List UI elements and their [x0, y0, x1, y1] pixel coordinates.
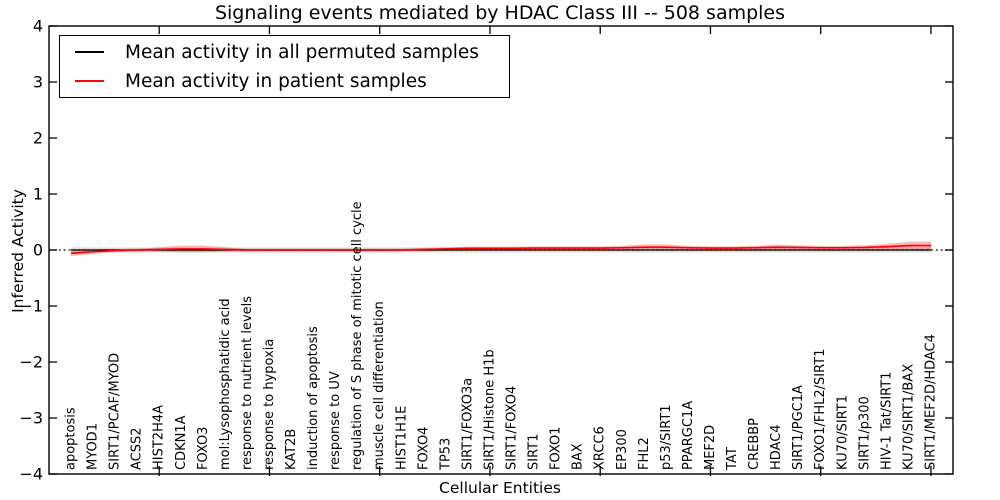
x-tick-label: SIRT1/p300 — [857, 396, 872, 470]
legend-label: Mean activity in patient samples — [125, 70, 427, 92]
x-tick-label: FOXO1/FHL2/SIRT1 — [813, 349, 828, 470]
patient-mean-line — [70, 244, 931, 255]
y-tick-label: −1 — [19, 297, 43, 316]
x-tick-label: KU70/SIRT1/BAX — [901, 364, 916, 470]
y-tick-label: −4 — [19, 465, 43, 484]
x-tick-label: HIST2H4A — [152, 405, 167, 470]
y-tick-label: 0 — [33, 241, 43, 260]
x-tick-label: muscle cell differentiation — [372, 301, 387, 470]
x-tick-label: FOXO3 — [196, 427, 211, 470]
x-tick-label: regulation of S phase of mitotic cell cy… — [350, 201, 365, 470]
y-tick-label: 4 — [33, 17, 43, 36]
y-tick-label: 3 — [33, 73, 43, 92]
chart-title: Signaling events mediated by HDAC Class … — [214, 2, 786, 24]
x-tick-label: MEF2D — [703, 425, 718, 470]
legend-entry-permuted: Mean activity in all permuted samples — [60, 41, 509, 63]
x-tick-label: mol:Lysophosphatidic acid — [218, 298, 233, 470]
legend-entry-patient: Mean activity in patient samples — [60, 70, 509, 92]
y-tick-label: 1 — [33, 185, 43, 204]
permuted-line-swatch — [75, 51, 104, 53]
x-tick-label: HDAC4 — [769, 424, 784, 470]
x-tick-label: induction of apoptosis — [306, 326, 321, 470]
x-tick-label: SIRT1/FOXO3a — [460, 378, 475, 470]
x-tick-label: SIRT1/FOXO4 — [505, 386, 520, 470]
x-tick-label: KU70/SIRT1 — [835, 395, 850, 470]
x-tick-label: TP53 — [438, 438, 453, 471]
x-tick-label: SIRT1 — [527, 434, 542, 470]
x-tick-label: response to nutrient levels — [240, 296, 255, 470]
legend-box: Mean activity in all permuted samples Me… — [59, 35, 510, 98]
x-tick-label: EP300 — [615, 429, 630, 470]
x-tick-label: FHL2 — [637, 437, 652, 470]
x-tick-label: ACSS2 — [130, 427, 145, 470]
x-tick-label: FOXO1 — [549, 427, 564, 470]
x-tick-label: apoptosis — [64, 407, 79, 470]
y-tick-label: 2 — [33, 129, 43, 148]
x-tick-label: SIRT1/Histone H1b — [482, 349, 497, 470]
x-tick-label: SIRT1/MEF2D/HDAC4 — [924, 334, 939, 470]
x-axis-label: Cellular Entities — [439, 479, 561, 497]
y-tick-label: −2 — [19, 353, 43, 372]
x-tick-label: p53/SIRT1 — [659, 404, 674, 470]
x-tick-label: CREBBP — [747, 418, 762, 470]
x-tick-label: CDKN1A — [174, 415, 189, 470]
y-tick-label: −3 — [19, 409, 43, 428]
x-tick-label: MYOD1 — [86, 423, 101, 470]
x-tick-label: response to hypoxia — [262, 339, 277, 470]
y-axis-label: Inferred Activity — [9, 189, 27, 313]
legend-label: Mean activity in all permuted samples — [125, 41, 479, 63]
x-tick-label: SIRT1/PGC1A — [791, 385, 806, 470]
x-tick-label: response to UV — [328, 371, 343, 470]
x-tick-label: HIST1H1E — [394, 406, 409, 470]
patient-line-swatch — [75, 80, 104, 82]
x-tick-label: BAX — [571, 443, 586, 470]
x-tick-label: SIRT1/PCAF/MYOD — [108, 353, 123, 470]
x-tick-label: FOXO4 — [416, 427, 431, 470]
x-tick-label: PPARGC1A — [681, 401, 696, 470]
x-tick-label: XRCC6 — [593, 426, 608, 470]
x-tick-label: TAT — [725, 447, 740, 471]
x-tick-label: HIV-1 Tat/SIRT1 — [879, 372, 894, 470]
x-tick-label: KAT2B — [284, 429, 299, 470]
